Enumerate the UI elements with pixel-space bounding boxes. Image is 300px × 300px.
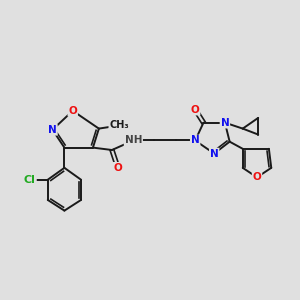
Text: N: N — [191, 136, 200, 146]
Text: N: N — [48, 125, 57, 135]
Text: O: O — [68, 106, 77, 116]
Text: O: O — [113, 163, 122, 173]
Text: O: O — [191, 105, 200, 115]
Text: Cl: Cl — [24, 175, 36, 185]
Text: CH₃: CH₃ — [109, 120, 129, 130]
Text: NH: NH — [124, 136, 142, 146]
Text: N: N — [220, 118, 229, 128]
Text: N: N — [210, 148, 219, 159]
Text: O: O — [253, 172, 261, 182]
